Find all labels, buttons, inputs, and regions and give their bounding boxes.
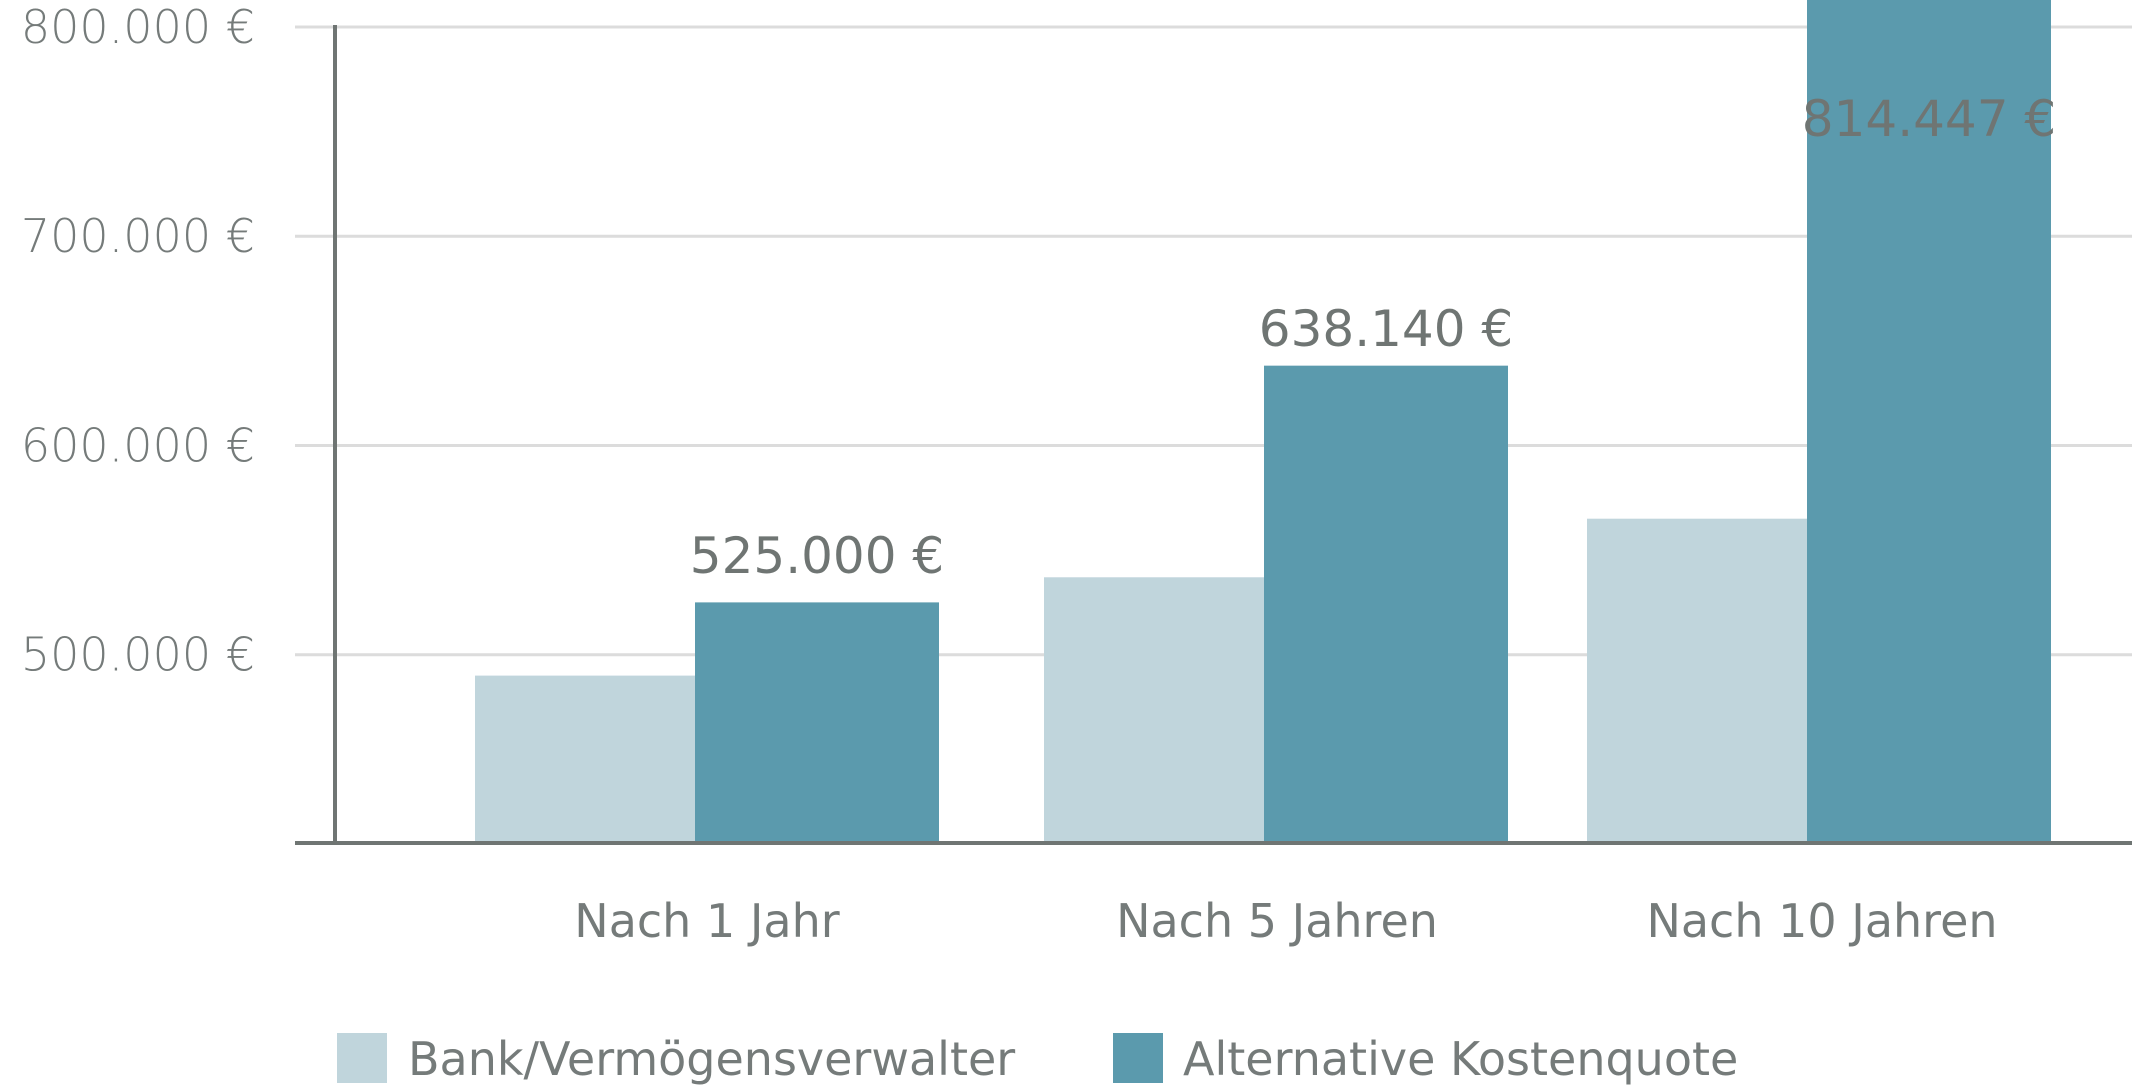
bars (475, 0, 2051, 843)
legend-swatch (1113, 1033, 1163, 1083)
legend-label: Alternative Kostenquote (1183, 1032, 1738, 1086)
data-label: 814.447 € (1802, 90, 2056, 148)
axes (295, 25, 2132, 845)
x-axis-ticks: Nach 1 Jahr Nach 5 Jahren Nach 10 Jahren (574, 894, 1997, 948)
data-label: 638.140 € (1259, 300, 1513, 358)
legend-item-bank: Bank/Vermögensverwalter (337, 1032, 1015, 1086)
bar-bank-2 (1044, 577, 1264, 843)
y-tick-label: 600.000 € (21, 418, 255, 472)
bar-alternative-2 (1264, 365, 1508, 843)
bar-bank-1 (475, 675, 695, 843)
y-tick-label: 700.000 € (21, 209, 255, 263)
x-tick-label: Nach 5 Jahren (1116, 894, 1438, 948)
bar-alternative-3 (1807, 0, 2051, 843)
bar-alternative-1 (695, 602, 939, 843)
y-tick-label: 800.000 € (21, 0, 255, 54)
legend-item-alternative: Alternative Kostenquote (1113, 1032, 1738, 1086)
data-label: 525.000 € (690, 527, 944, 585)
bar-bank-3 (1587, 518, 1807, 843)
legend-label: Bank/Vermögensverwalter (408, 1032, 1015, 1086)
y-tick-label: 500.000 € (21, 628, 255, 682)
x-tick-label: Nach 1 Jahr (574, 894, 839, 948)
y-axis-ticks: 500.000 € 600.000 € 700.000 € 800.000 € (21, 0, 255, 682)
data-labels: 525.000 € 638.140 € 814.447 € (690, 90, 2056, 585)
legend: Bank/Vermögensverwalter Alternative Koste… (337, 1032, 1738, 1086)
legend-swatch (337, 1033, 387, 1083)
x-tick-label: Nach 10 Jahren (1646, 894, 1997, 948)
